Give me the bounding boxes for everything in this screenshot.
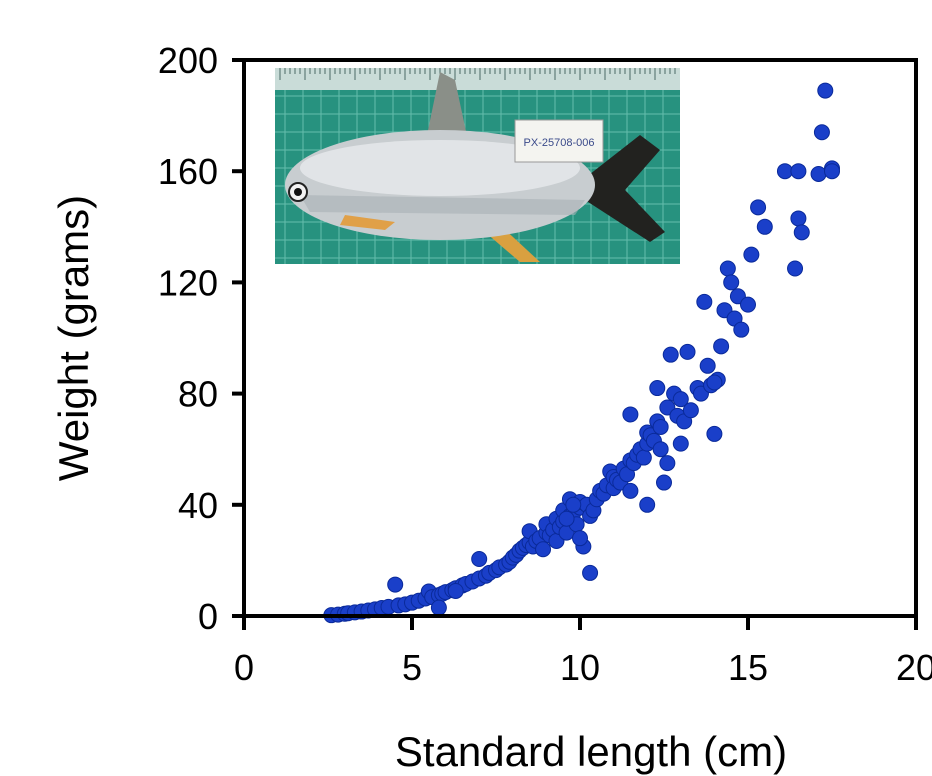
y-axis-title: Weight (grams) bbox=[50, 195, 97, 481]
data-point bbox=[652, 441, 669, 458]
data-point bbox=[652, 418, 669, 435]
data-point bbox=[706, 425, 723, 442]
y-tick-label: 120 bbox=[158, 262, 218, 303]
y-tick-label: 40 bbox=[178, 485, 218, 526]
data-point bbox=[713, 338, 730, 355]
y-tick-label: 160 bbox=[158, 151, 218, 192]
data-point bbox=[787, 260, 804, 277]
data-point bbox=[790, 163, 807, 180]
pectoral-fin bbox=[340, 215, 395, 230]
data-point bbox=[810, 165, 827, 182]
data-point bbox=[824, 163, 840, 180]
data-point bbox=[565, 496, 582, 513]
x-tick-label: 0 bbox=[234, 647, 254, 688]
data-point bbox=[793, 224, 810, 241]
data-point bbox=[672, 391, 689, 408]
data-point bbox=[743, 246, 760, 263]
specimen-label bbox=[514, 119, 604, 163]
data-point bbox=[572, 530, 588, 547]
data-point bbox=[635, 449, 652, 466]
ruler bbox=[275, 68, 680, 90]
data-point bbox=[719, 260, 736, 277]
data-point bbox=[672, 435, 689, 452]
data-point bbox=[706, 374, 723, 391]
data-point bbox=[750, 199, 767, 216]
data-point bbox=[582, 564, 599, 581]
tail-fin bbox=[585, 135, 665, 242]
plot-area-frame bbox=[242, 58, 918, 618]
data-point bbox=[656, 474, 672, 491]
x-tick-label: 5 bbox=[402, 647, 422, 688]
x-tick-label: 20 bbox=[896, 647, 932, 688]
data-point bbox=[733, 321, 750, 338]
data-point bbox=[387, 576, 404, 593]
data-point bbox=[447, 582, 464, 599]
y-tick-label: 200 bbox=[158, 40, 218, 81]
data-point bbox=[723, 274, 740, 291]
x-axis-title: Standard length (cm) bbox=[395, 728, 787, 775]
data-point bbox=[430, 599, 447, 616]
data-point bbox=[649, 380, 666, 397]
y-axis-ticks: 0 40 80 120 160 200 bbox=[158, 40, 244, 637]
data-point bbox=[813, 124, 830, 141]
x-tick-label: 10 bbox=[560, 647, 600, 688]
data-point bbox=[622, 482, 639, 499]
data-point bbox=[696, 293, 713, 310]
data-point bbox=[535, 541, 552, 558]
data-point bbox=[471, 551, 488, 568]
data-points bbox=[323, 82, 840, 624]
data-point bbox=[817, 82, 834, 99]
data-point bbox=[699, 357, 716, 374]
data-point bbox=[679, 343, 696, 360]
data-point bbox=[662, 346, 679, 363]
data-point bbox=[659, 455, 676, 472]
data-point bbox=[682, 402, 699, 419]
data-point bbox=[790, 210, 807, 227]
x-tick-label: 15 bbox=[728, 647, 768, 688]
data-point bbox=[776, 163, 793, 180]
data-point bbox=[740, 296, 756, 313]
fish-photo-inset: PX-25708-006 bbox=[275, 68, 680, 264]
data-point bbox=[558, 510, 575, 527]
x-axis-ticks: 0 5 10 15 20 bbox=[234, 616, 932, 688]
data-point bbox=[622, 406, 639, 423]
data-point bbox=[756, 218, 773, 235]
y-tick-label: 80 bbox=[178, 374, 218, 415]
data-point bbox=[639, 496, 656, 513]
specimen-label-text: PX-25708-006 bbox=[524, 137, 595, 149]
y-tick-label: 0 bbox=[198, 596, 218, 637]
